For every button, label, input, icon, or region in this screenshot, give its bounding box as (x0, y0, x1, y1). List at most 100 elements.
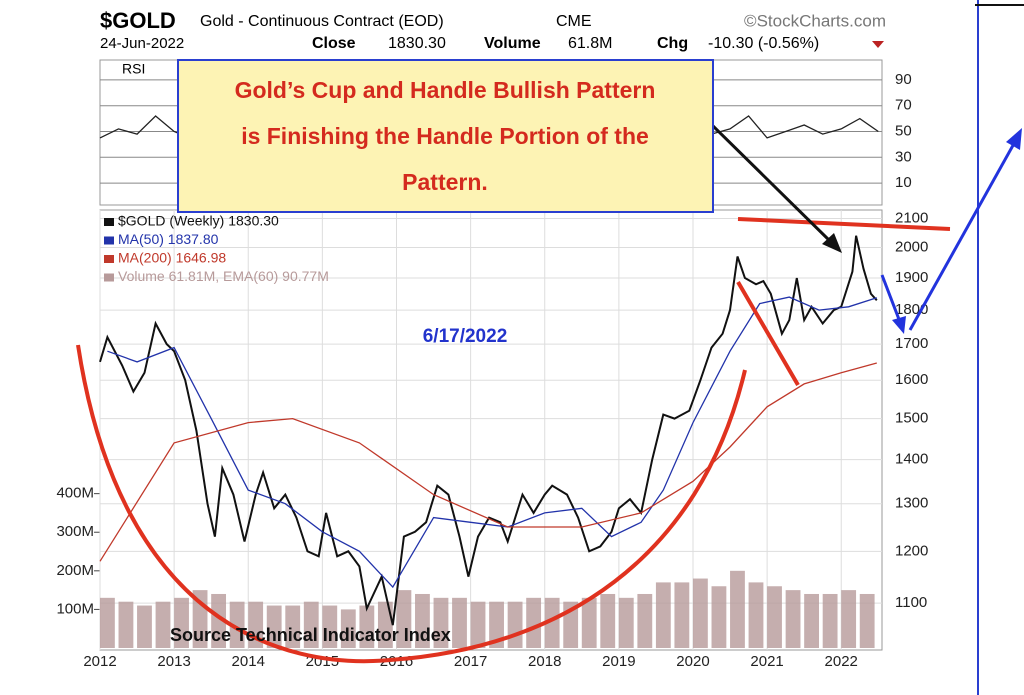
cup-arc (76, 344, 747, 664)
exchange: CME (556, 13, 592, 30)
volume-bar (489, 601, 504, 648)
volume-label: Volume (484, 35, 541, 52)
volume-bar (841, 590, 857, 648)
volume-bar (822, 593, 838, 648)
chg: -10.30 (-0.56%) (708, 35, 819, 52)
volume-bar (748, 582, 764, 648)
volume-bar (396, 590, 412, 648)
volume-bar (322, 605, 338, 648)
y-tick-label: 50 (895, 122, 912, 139)
volume-bar (600, 593, 616, 648)
volume-bar (674, 582, 690, 648)
down-arrow (880, 274, 902, 323)
callout-text: Gold’s Cup and Handle Bullish Pattern (235, 77, 656, 103)
chg-label: Chg (657, 35, 688, 52)
volume-bar (100, 597, 115, 648)
x-tick-label: 2020 (676, 653, 709, 670)
y-tick-label: 1200 (895, 542, 928, 559)
x-tick-label: 2019 (602, 653, 635, 670)
up-arrow (908, 139, 1018, 331)
x-tick-label: 2013 (157, 653, 190, 670)
x-tick-label: 2014 (232, 653, 265, 670)
close-label: Close (312, 35, 356, 52)
y-tick-label: 1900 (895, 269, 928, 286)
volume: 61.8M (568, 35, 612, 52)
legend-entry: Volume 61.81M, EMA(60) 90.77M (118, 268, 329, 284)
handle-line (736, 280, 800, 387)
volume-bar (859, 593, 875, 648)
y-tick-label: 70 (895, 97, 912, 114)
y-tick-label: 90 (895, 71, 912, 88)
close: 1830.30 (388, 35, 446, 52)
volume-bar (359, 605, 375, 648)
y-tick-label: 1500 (895, 410, 928, 427)
y-tick-label: 2000 (895, 238, 928, 255)
y-tick-label: 1400 (895, 451, 928, 468)
volume-bar (637, 593, 653, 648)
volume-bar (804, 593, 819, 648)
volume-bar (155, 601, 171, 648)
date: 24-Jun-2022 (100, 35, 184, 52)
x-tick-label: 2022 (825, 653, 858, 670)
legend-entry: RSI (122, 61, 145, 77)
volume-bar (229, 601, 245, 648)
legend-entry: MA(50) 1837.80 (118, 231, 219, 247)
volume-bar (618, 597, 634, 648)
legend-swatch (104, 255, 114, 263)
y2-tick-label: 200M (56, 562, 94, 579)
resistance-line (737, 217, 951, 231)
x-tick-label: 2018 (528, 653, 561, 670)
volume-bar (433, 597, 449, 648)
pointer-arrow (710, 123, 834, 245)
x-tick-label: 2017 (454, 653, 487, 670)
volume-bar (692, 578, 708, 648)
contract-name: Gold - Continuous Contract (EOD) (200, 13, 444, 30)
volume-bar (507, 601, 523, 648)
legend-swatch (104, 273, 114, 282)
volume-bar (581, 597, 597, 648)
source: ©StockCharts.com (744, 11, 886, 30)
arrow-head (892, 316, 906, 334)
source-note: Source Technical Indicator Index (170, 625, 451, 645)
series-line (99, 362, 877, 562)
y2-tick-label: 100M (56, 600, 94, 617)
callout-box (177, 59, 714, 213)
date-annotation: 6/17/2022 (423, 326, 508, 347)
volume-bar (526, 597, 542, 648)
legend-entry: $GOLD (Weekly) 1830.30 (118, 213, 279, 229)
volume-bar (711, 586, 727, 648)
volume-bar (730, 570, 745, 648)
volume-bar (137, 605, 152, 648)
series-line (107, 296, 877, 589)
x-tick-label: 2012 (83, 653, 116, 670)
legend-swatch (104, 236, 114, 245)
x-tick-label: 2021 (750, 653, 783, 670)
volume-bar (266, 605, 282, 648)
y-tick-label: 10 (895, 174, 912, 191)
down-marker (872, 41, 884, 48)
y2-tick-label: 400M (56, 485, 94, 502)
legend-swatch (104, 218, 114, 226)
volume-bar (118, 601, 134, 648)
volume-bar (544, 597, 560, 648)
y2-tick-label: 300M (56, 523, 94, 540)
volume-bar (285, 605, 301, 648)
volume-bar (785, 590, 801, 648)
symbol: $GOLD (100, 8, 176, 33)
volume-bar (174, 597, 189, 648)
legend-entry: MA(200) 1646.98 (118, 250, 226, 266)
volume-bar (767, 586, 782, 648)
volume-bar (655, 582, 671, 648)
y-tick-label: 1700 (895, 335, 928, 352)
arrow-head (822, 233, 842, 253)
callout-text: is Finishing the Handle Portion of the (241, 123, 649, 149)
volume-bar (452, 597, 467, 648)
volume-bar (470, 601, 486, 648)
y-tick-label: 2100 (895, 209, 928, 226)
volume-bar (211, 593, 227, 648)
y-tick-label: 30 (895, 148, 912, 165)
arrow-head (1006, 128, 1022, 150)
y-tick-label: 1300 (895, 495, 928, 512)
y-tick-label: 1600 (895, 371, 928, 388)
